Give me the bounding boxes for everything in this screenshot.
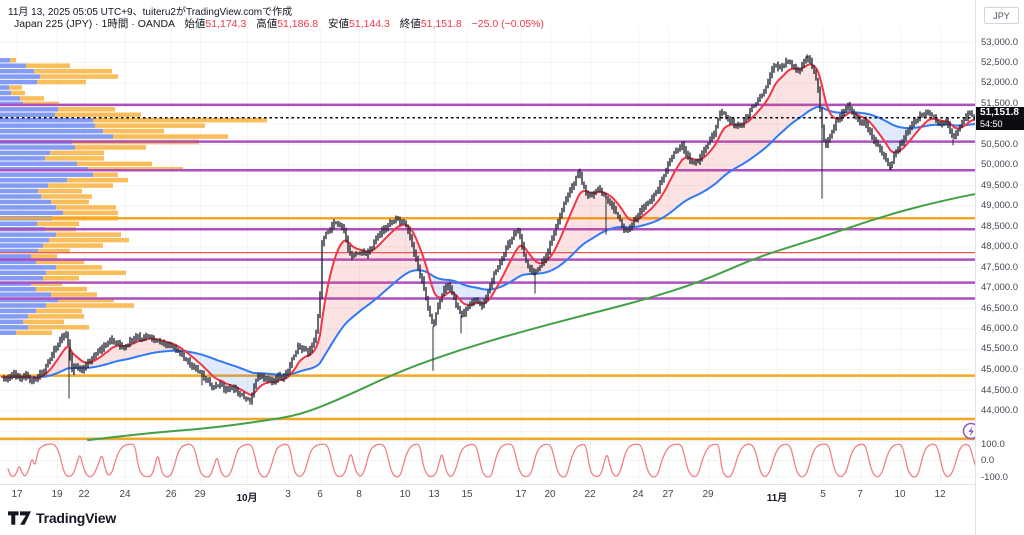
ema-ribbon-fill bbox=[2, 64, 976, 395]
tradingview-logo[interactable]: TradingView bbox=[8, 510, 116, 526]
price-axis-label: 53,000.0 bbox=[981, 36, 1018, 48]
creation-context: 11月 13, 2025 05:05 UTC+9、tuiteru2がTradin… bbox=[8, 7, 293, 18]
long-wicks bbox=[65, 54, 954, 405]
time-axis-label: 27 bbox=[662, 489, 674, 500]
time-axis-label: 17 bbox=[11, 489, 23, 500]
tradingview-logo-text: TradingView bbox=[36, 510, 117, 526]
price-axis-label: 50,500.0 bbox=[981, 138, 1018, 150]
candlesticks bbox=[3, 55, 977, 405]
symbol-title[interactable]: Japan 225 (JPY) · 1時間 · OANDA bbox=[14, 18, 175, 30]
time-axis-label: 20 bbox=[544, 489, 556, 500]
price-axis-label: 52,500.0 bbox=[981, 56, 1018, 68]
key-level-lines bbox=[0, 103, 975, 440]
ohlc-close: 終値51,151.8 bbox=[399, 18, 462, 30]
time-axis-label: 7 bbox=[857, 489, 863, 500]
time-axis-label: 10 bbox=[399, 489, 411, 500]
time-axis-label: 29 bbox=[702, 489, 714, 500]
time-axis-label: 24 bbox=[119, 489, 131, 500]
time-axis-label: 17 bbox=[515, 489, 527, 500]
time-axis-label: 12 bbox=[934, 489, 946, 500]
ohlc-low: 安値51,144.3 bbox=[328, 18, 390, 30]
price-axis-label: -100.0 bbox=[981, 471, 1008, 483]
ohlc-open: 始値51,174.3 bbox=[184, 18, 247, 30]
price-axis-label: 49,000.0 bbox=[981, 200, 1018, 212]
time-axis-label: 19 bbox=[51, 489, 63, 500]
price-axis-label: 50,000.0 bbox=[981, 159, 1018, 171]
price-axis-label: 0.0 bbox=[981, 455, 995, 466]
price-axis-label: 100.0 bbox=[981, 438, 1005, 450]
time-axis-label: 5 bbox=[820, 489, 826, 500]
price-axis-label: 45,000.0 bbox=[981, 364, 1018, 376]
price-axis-label: 49,500.0 bbox=[981, 179, 1018, 191]
price-axis-label: 46,500.0 bbox=[981, 302, 1018, 314]
time-axis-label: 10 bbox=[894, 489, 906, 500]
time-axis-label: 26 bbox=[165, 489, 177, 500]
time-axis-label: 10月 bbox=[236, 493, 258, 504]
time-axis-label: 13 bbox=[428, 489, 440, 500]
price-axis-label: 48,000.0 bbox=[981, 241, 1018, 253]
grid-lines bbox=[0, 28, 975, 483]
time-axis-label: 24 bbox=[632, 489, 644, 500]
chart-legend: Japan 225 (JPY) · 1時間 · OANDA 始値51,174.3… bbox=[14, 16, 544, 31]
oscillator-line bbox=[7, 443, 980, 478]
price-change: −25.0 (−0.05%) bbox=[471, 18, 544, 30]
price-axis-label: 44,000.0 bbox=[981, 405, 1018, 417]
time-axis-label: 22 bbox=[78, 489, 90, 500]
price-axis-label: 47,500.0 bbox=[981, 261, 1018, 273]
bar-countdown: 54:50 bbox=[980, 119, 1003, 129]
ema-slow-blue-line bbox=[1, 105, 977, 379]
currency-toggle-button[interactable]: JPY bbox=[984, 7, 1019, 24]
price-axis-label: 52,000.0 bbox=[981, 77, 1018, 89]
tradingview-logo-icon bbox=[8, 510, 31, 525]
price-axis-label: 45,500.0 bbox=[981, 343, 1018, 355]
volume-profile bbox=[0, 58, 267, 335]
price-axis-label: 47,000.0 bbox=[981, 282, 1018, 293]
time-axis-label: 6 bbox=[317, 489, 323, 500]
time-axis-label: 22 bbox=[584, 489, 596, 500]
time-axis[interactable]: 17 19 22 24 26 29 10月 3 6 8 10 13 15 17 20 22 24 27 29 11月 5… bbox=[0, 484, 975, 504]
price-axis-label: 51,500.0 bbox=[981, 97, 1018, 109]
time-axis-label: 11月 bbox=[766, 493, 788, 504]
time-axis-label: 15 bbox=[461, 489, 473, 500]
price-axis-label: 44,500.0 bbox=[981, 384, 1018, 396]
slow-ma-green-line bbox=[87, 184, 1023, 441]
price-axis[interactable]: JPY 53,000.0 52,500.0 52,000.0 51,500.0 50,5… bbox=[975, 0, 1024, 535]
last-price-value: 51,151.8 bbox=[980, 107, 1019, 118]
last-price-badge: 51,151.8 54:50 bbox=[976, 107, 1024, 130]
time-axis-label: 29 bbox=[194, 489, 206, 500]
ohlc-high: 高値51,186.8 bbox=[256, 18, 319, 30]
time-axis-label: 8 bbox=[356, 489, 362, 500]
price-axis-label: 48,500.0 bbox=[981, 220, 1018, 232]
time-axis-label: 3 bbox=[285, 489, 291, 500]
price-axis-label: 46,000.0 bbox=[981, 322, 1018, 334]
